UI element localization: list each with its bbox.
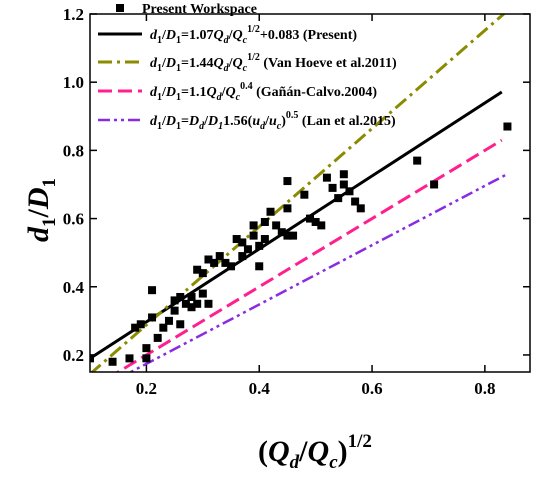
data-point [430,180,439,189]
series-line-2 [90,14,506,372]
data-point [249,221,258,230]
data-point [125,354,134,363]
data-point [142,354,151,363]
data-point [90,354,94,363]
y-tick-label: 0.6 [63,210,84,229]
data-point [311,217,320,226]
data-point [266,207,275,216]
x-axis-label: (Qd/Qc)1/2 [258,431,372,473]
data-point [215,252,224,261]
data-point [227,262,236,271]
data-point [283,231,292,240]
data-point [283,177,292,186]
data-point [328,183,337,192]
data-point [238,238,247,247]
data-point [148,313,157,322]
data-point [503,122,512,131]
data-point [255,262,264,271]
y-tick-label: 0.4 [63,278,85,297]
data-point [176,292,185,301]
data-point [142,344,151,353]
data-point [170,296,179,305]
data-point [272,221,281,230]
data-point [356,204,365,213]
y-tick-label: 1.2 [63,5,84,24]
data-point [204,299,213,308]
legend-label-present: d1/D1=1.07Qd/Qc1/2+0.083 (Present) [150,24,357,46]
x-tick-label: 0.6 [361,379,382,398]
data-point [204,255,213,264]
data-point [232,235,241,244]
data-point [238,252,247,261]
data-point [300,190,309,199]
data-point [153,333,162,342]
y-axis-ticks: 0.2 0.4 0.6 0.8 1.0 1.2 [63,5,530,365]
data-point [345,187,354,196]
data-point [260,217,269,226]
x-axis-ticks: 0.2 0.4 0.6 0.8 [136,14,495,398]
data-point [339,180,348,189]
series-line-3 [115,138,503,372]
data-point [243,245,252,254]
y-axis-label: d1/D1 [22,178,60,242]
plot-frame [89,13,531,373]
data-point [131,323,140,332]
data-point [210,258,219,267]
y-tick-label: 0.8 [63,141,84,160]
data-point [198,269,207,278]
data-point [164,316,173,325]
y-tick-label: 0.2 [63,346,84,365]
data-point [170,306,179,315]
data-point [255,241,264,250]
x-tick-label: 0.4 [249,379,271,398]
data-point [334,194,343,203]
data-point [181,299,190,308]
legend: Present Workspace d1/D1=1.07Qd/Qc1/2+0.0… [98,2,397,132]
legend-label-vanhoeve: d1/D1=1.44Qd/Qc1/2 (Van Hoeve et al.2011… [150,52,397,74]
data-point [176,320,185,329]
data-point [187,303,196,312]
x-tick-label: 0.2 [136,379,157,398]
data-point [277,228,286,237]
data-point [413,156,422,165]
legend-label-lan: d1/D1=Dd/D11.56(ud/uc)0.5 (Lan et al.201… [150,110,396,132]
data-point [148,286,157,295]
data-point [317,221,326,230]
y-tick-label: 1.0 [63,73,84,92]
legend-label-ganan: d1/D1=1.1Qd/Qc0.4 (Gañán-Calvo.2004) [150,81,377,103]
data-point [249,231,258,240]
data-point [108,357,117,366]
data-point [221,258,230,267]
data-point [306,214,314,223]
data-point [193,299,202,308]
data-point [136,320,145,329]
data-point [159,323,168,332]
data-point [187,292,196,301]
data-point [283,204,292,213]
data-point [351,197,360,206]
legend-marker-scatter [116,4,124,12]
data-points [90,122,512,366]
data-point [260,235,269,244]
data-point [339,170,348,179]
data-point [198,289,207,298]
x-tick-label: 0.8 [474,379,495,398]
data-point [322,173,331,182]
data-point [289,231,298,240]
data-point [193,265,202,274]
series-line-4 [128,172,509,372]
